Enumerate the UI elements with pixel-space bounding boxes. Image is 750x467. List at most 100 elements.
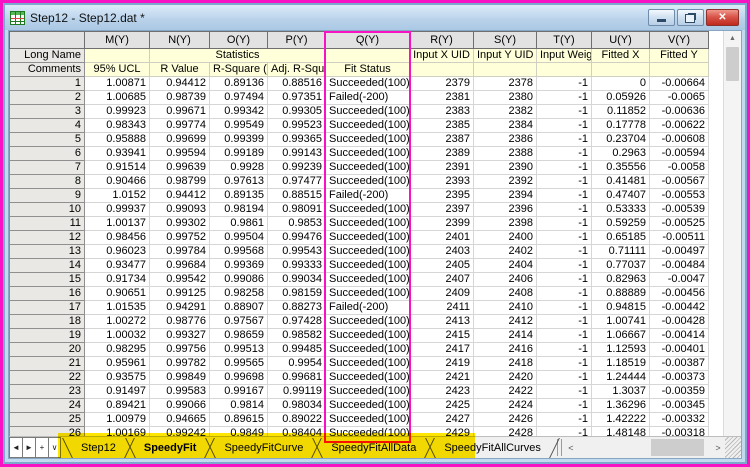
resize-grip[interactable] <box>725 437 741 458</box>
row-number[interactable]: 12 <box>9 230 85 245</box>
cell[interactable]: -1 <box>536 356 592 371</box>
cell[interactable]: Failed(-200) <box>325 188 410 203</box>
cell[interactable]: 0.97428 <box>267 314 326 329</box>
cell[interactable]: 0.89615 <box>209 412 268 427</box>
cell[interactable]: 2394 <box>473 188 537 203</box>
cell[interactable]: 2414 <box>473 328 537 343</box>
cell[interactable]: -1 <box>536 370 592 385</box>
cell[interactable]: 0.99774 <box>149 118 210 133</box>
cell[interactable]: 2411 <box>409 300 474 315</box>
cell[interactable]: -0.0065 <box>649 90 709 105</box>
row-number[interactable]: 23 <box>9 384 85 399</box>
cell[interactable]: Succeeded(100) <box>325 230 410 245</box>
row-number[interactable]: 11 <box>9 216 85 231</box>
cell[interactable]: 0.99066 <box>149 398 210 413</box>
cell[interactable]: -0.00511 <box>649 230 709 245</box>
cell[interactable]: 2418 <box>473 356 537 371</box>
cell[interactable]: 1.01535 <box>84 300 150 315</box>
cell[interactable]: 2427 <box>409 412 474 427</box>
cell[interactable]: 1.42222 <box>591 412 650 427</box>
cell[interactable]: 2383 <box>409 104 474 119</box>
row-number[interactable]: 8 <box>9 174 85 189</box>
row-number[interactable]: 13 <box>9 244 85 259</box>
column-header-u[interactable]: U(Y) <box>591 31 650 49</box>
cell[interactable]: 0.99594 <box>149 146 210 161</box>
cell[interactable]: 0.05926 <box>591 90 650 105</box>
horizontal-scrollbar[interactable]: < > <box>563 437 725 458</box>
minimize-button[interactable] <box>648 9 675 26</box>
row-number[interactable]: 5 <box>9 132 85 147</box>
cell[interactable]: -1 <box>536 286 592 301</box>
row-number[interactable]: 16 <box>9 286 85 301</box>
cell[interactable]: 0.98091 <box>267 202 326 217</box>
row-number[interactable]: 10 <box>9 202 85 217</box>
cell[interactable]: -1 <box>536 76 592 91</box>
cell[interactable]: 0.99549 <box>209 118 268 133</box>
cell[interactable]: 0.93941 <box>84 146 150 161</box>
cell[interactable]: 0.98582 <box>267 328 326 343</box>
long-name-row-header[interactable]: Long Name <box>9 48 85 63</box>
cell[interactable]: 0.95888 <box>84 132 150 147</box>
cell[interactable]: 2423 <box>409 384 474 399</box>
cell[interactable]: 0.2963 <box>591 146 650 161</box>
cell[interactable]: 2392 <box>473 174 537 189</box>
cell[interactable]: 0.99937 <box>84 202 150 217</box>
cell[interactable]: 2420 <box>473 370 537 385</box>
cell[interactable]: -1 <box>536 384 592 399</box>
cell[interactable]: 0.59259 <box>591 216 650 231</box>
cell[interactable]: -1 <box>536 118 592 133</box>
cell[interactable]: Succeeded(100) <box>325 272 410 287</box>
cell[interactable]: 2422 <box>473 384 537 399</box>
cell[interactable]: 0.99568 <box>209 244 268 259</box>
comments-row-header[interactable]: Comments <box>9 62 85 77</box>
cell[interactable]: 2384 <box>473 118 537 133</box>
cell[interactable]: 1.3037 <box>591 384 650 399</box>
cell[interactable]: 0.99543 <box>267 244 326 259</box>
comments-cell[interactable]: R-Square ( <box>209 62 268 77</box>
cell[interactable]: -1 <box>536 202 592 217</box>
cell[interactable]: 0.99369 <box>209 258 268 273</box>
cell[interactable]: 1.0152 <box>84 188 150 203</box>
row-number[interactable]: 14 <box>9 258 85 273</box>
cell[interactable]: 0.99752 <box>149 230 210 245</box>
cell[interactable]: -0.00553 <box>649 188 709 203</box>
cell[interactable]: 0.98258 <box>209 286 268 301</box>
row-number[interactable]: 17 <box>9 300 85 315</box>
cell[interactable]: 0.91497 <box>84 384 150 399</box>
cell[interactable]: 2408 <box>473 286 537 301</box>
comments-cell[interactable] <box>591 62 650 77</box>
cell[interactable]: 0.82963 <box>591 272 650 287</box>
cell[interactable]: Succeeded(100) <box>325 202 410 217</box>
cell[interactable]: Succeeded(100) <box>325 384 410 399</box>
cell[interactable]: -1 <box>536 314 592 329</box>
cell[interactable]: 0.99583 <box>149 384 210 399</box>
cell[interactable]: 0.99782 <box>149 356 210 371</box>
cell[interactable]: -0.00484 <box>649 258 709 273</box>
cell[interactable]: 0.17778 <box>591 118 650 133</box>
cell[interactable]: 0.99671 <box>149 104 210 119</box>
comments-cell[interactable]: Fit Status <box>325 62 410 77</box>
close-button[interactable]: ✕ <box>706 9 739 26</box>
cell[interactable]: Succeeded(100) <box>325 174 410 189</box>
cell[interactable]: 2412 <box>473 314 537 329</box>
cell[interactable]: 2389 <box>409 146 474 161</box>
column-header-r[interactable]: R(Y) <box>409 31 474 49</box>
cell[interactable]: 0.99399 <box>209 132 268 147</box>
row-number[interactable]: 7 <box>9 160 85 175</box>
cell[interactable]: 0.89022 <box>267 412 326 427</box>
cell[interactable]: 0.94665 <box>149 412 210 427</box>
column-header-n[interactable]: N(Y) <box>149 31 210 49</box>
cell[interactable]: 1.24444 <box>591 370 650 385</box>
cell[interactable]: 0.99327 <box>149 328 210 343</box>
cell[interactable]: Succeeded(100) <box>325 258 410 273</box>
horizontal-scrollbar-thumb[interactable] <box>651 439 705 456</box>
cell[interactable]: -0.00401 <box>649 342 709 357</box>
cell[interactable]: 2378 <box>473 76 537 91</box>
sheet-tab[interactable]: SpeedyFitAllCurves <box>430 437 555 458</box>
cell[interactable]: 1.00685 <box>84 90 150 105</box>
comments-cell[interactable]: Adj. R-Squ <box>267 62 326 77</box>
long-name-cell[interactable]: Input Y UID <box>473 48 537 63</box>
row-number[interactable]: 3 <box>9 104 85 119</box>
column-header-m[interactable]: M(Y) <box>84 31 150 49</box>
cell[interactable]: 0.99342 <box>209 104 268 119</box>
